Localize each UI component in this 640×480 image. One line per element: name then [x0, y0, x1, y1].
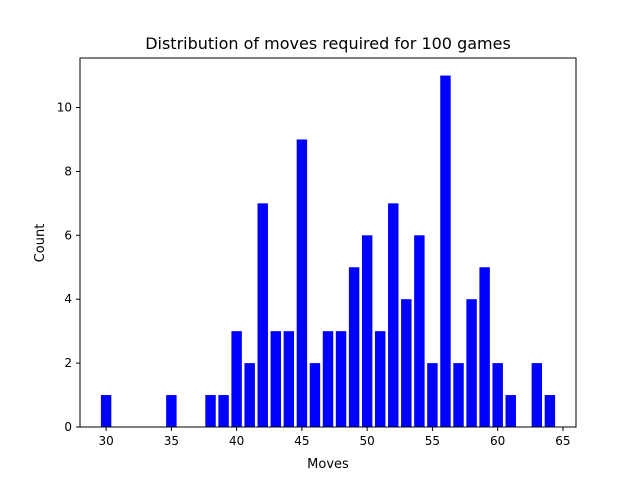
x-axis-label: Moves: [307, 457, 349, 472]
bar-51: [374, 331, 386, 427]
bar-49: [348, 267, 360, 427]
bar-35: [166, 395, 177, 427]
y-tick-label: 4: [64, 292, 72, 306]
x-tick-label: 55: [425, 434, 440, 448]
bar-40: [231, 331, 242, 427]
chart-title: Distribution of moves required for 100 g…: [145, 34, 511, 53]
bar-42: [257, 203, 268, 427]
y-axis-ticks: 0 2 4 6 8 10: [57, 101, 80, 434]
x-tick-label: 40: [229, 434, 244, 448]
bar-63: [531, 363, 543, 427]
y-tick-label: 8: [64, 164, 72, 178]
bar-30: [100, 395, 112, 427]
bar-46: [309, 363, 321, 427]
x-tick-label: 30: [98, 434, 113, 448]
bar-55: [427, 363, 438, 427]
x-axis-ticks: 30 35 40 45 50 55 60 65: [98, 427, 571, 448]
bar-50: [361, 235, 373, 427]
bar-58: [466, 299, 477, 427]
y-tick-label: 2: [64, 356, 72, 370]
bar-48: [335, 331, 347, 427]
bar-45: [296, 139, 308, 427]
x-tick-label: 60: [490, 434, 505, 448]
bar-64: [544, 395, 556, 427]
bar-39: [218, 395, 229, 427]
x-tick-label: 45: [294, 434, 309, 448]
x-tick-label: 35: [164, 434, 179, 448]
y-tick-label: 10: [57, 101, 72, 115]
bar-38: [205, 395, 216, 427]
bar-52: [388, 203, 399, 427]
y-tick-label: 6: [64, 228, 72, 242]
bar-44: [283, 331, 295, 427]
bar-56: [440, 75, 451, 428]
bar-57: [453, 363, 464, 427]
bar-41: [244, 363, 255, 427]
x-tick-label: 50: [360, 434, 375, 448]
bar-54: [414, 235, 425, 427]
bar-61: [505, 395, 516, 427]
bar-47: [322, 331, 334, 427]
y-tick-label: 0: [64, 420, 72, 434]
bar-59: [479, 267, 490, 427]
axes-frame: [79, 57, 577, 428]
bar-60: [492, 363, 503, 427]
plot-area: 30 35 40 45 50 55 60 65 0 2 4 6 8 10: [57, 57, 577, 448]
bars-group: [100, 75, 556, 428]
bar-43: [270, 331, 282, 427]
y-axis-label: Count: [33, 224, 48, 263]
bar-53: [401, 299, 412, 427]
x-tick-label: 65: [555, 434, 570, 448]
